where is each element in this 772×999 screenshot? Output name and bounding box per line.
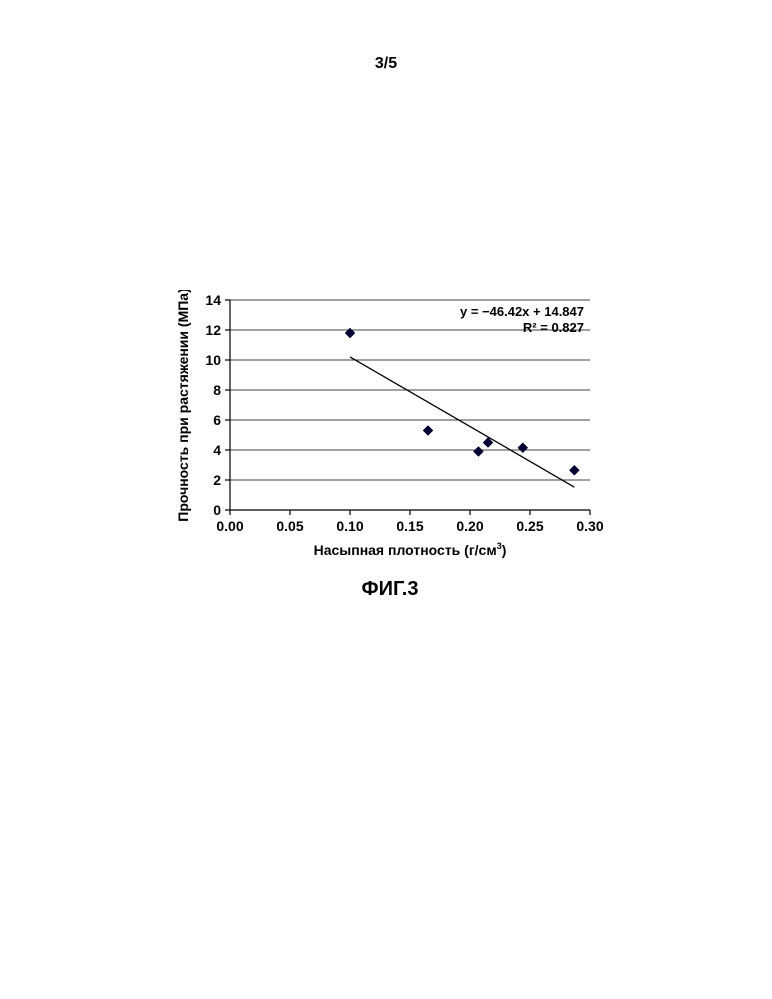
svg-text:0.10: 0.10 [336, 518, 363, 534]
svg-text:6: 6 [213, 412, 221, 428]
svg-text:y = −46.42x + 14.847: y = −46.42x + 14.847 [460, 304, 584, 319]
svg-text:0.15: 0.15 [396, 518, 423, 534]
svg-text:2: 2 [213, 472, 221, 488]
svg-text:0.30: 0.30 [576, 518, 603, 534]
svg-text:0: 0 [213, 502, 221, 518]
svg-text:0.20: 0.20 [456, 518, 483, 534]
chart-container: 0 2 4 6 8 10 12 14 0.00 0.05 0.10 0.15 0.20 0.25 0.30 y… [170, 290, 610, 601]
svg-text:Насыпная плотность (г/см3): Насыпная плотность (г/см3) [314, 541, 507, 558]
svg-text:Прочность при растяжении (МПа): Прочность при растяжении (МПа) [175, 290, 191, 522]
page-number: 3/5 [0, 55, 772, 73]
svg-text:0.00: 0.00 [216, 518, 243, 534]
svg-text:4: 4 [213, 442, 221, 458]
figure-caption: ФИГ.3 [170, 578, 610, 601]
svg-text:0.05: 0.05 [276, 518, 303, 534]
svg-text:R² = 0.827: R² = 0.827 [523, 320, 584, 335]
svg-text:8: 8 [213, 382, 221, 398]
svg-text:0.25: 0.25 [516, 518, 543, 534]
svg-text:14: 14 [205, 292, 221, 308]
svg-text:10: 10 [205, 352, 221, 368]
svg-text:12: 12 [205, 322, 221, 338]
scatter-chart: 0 2 4 6 8 10 12 14 0.00 0.05 0.10 0.15 0.20 0.25 0.30 y… [170, 290, 610, 570]
page: 3/5 024681012140.000.050.100.150.200.250… [0, 0, 772, 999]
